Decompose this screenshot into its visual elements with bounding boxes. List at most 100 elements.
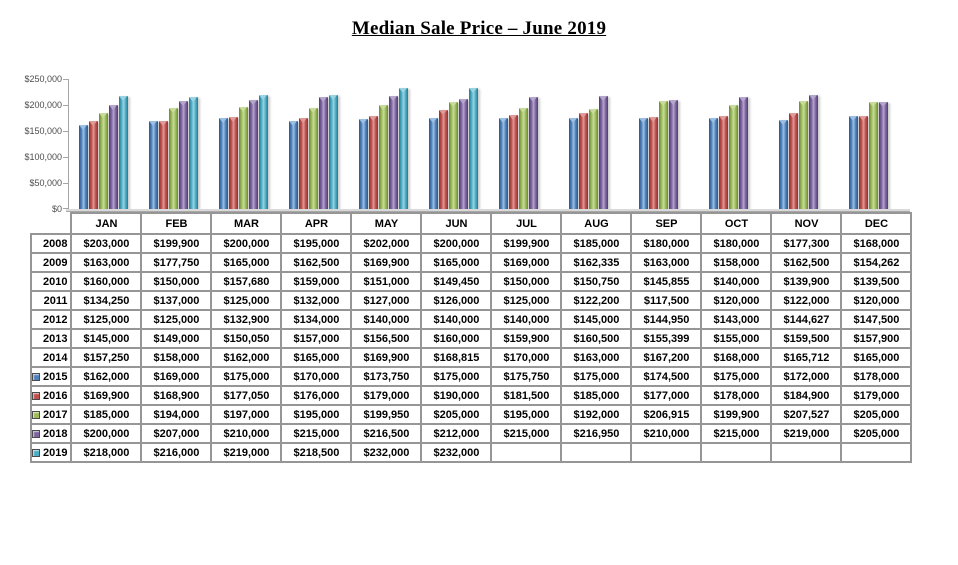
year-cell-2009: 2009: [29, 252, 73, 273]
value-cell-2017-sep: $206,915: [630, 404, 703, 425]
y-axis-tick: [63, 131, 68, 132]
value-cell-2015-apr: $170,000: [280, 366, 353, 387]
bar-cap: [729, 105, 737, 111]
bar-2019-mar: [259, 95, 268, 209]
table-row-2012: 2012 $125,000 $125,000 $132,900 $134,000 $140…: [29, 309, 913, 330]
bar-slot: [469, 79, 479, 209]
value-cell-2016-jun: $190,000: [420, 385, 493, 406]
bar-cap: [329, 95, 337, 101]
bar-cap: [669, 99, 677, 105]
series-legend-key-2015: [32, 372, 40, 381]
value-cell-2010-aug: $150,750: [560, 271, 633, 292]
year-label: 2017: [43, 408, 68, 421]
y-axis-label: $250,000: [24, 74, 62, 84]
value-cell-2015-sep: $174,500: [630, 366, 703, 387]
value-cell-2014-may: $169,900: [350, 347, 423, 368]
value-cell-2009-nov: $162,500: [770, 252, 843, 273]
column-header-sep: SEP: [630, 212, 703, 235]
year-label: 2016: [43, 389, 68, 402]
bar-slot: [229, 79, 239, 209]
value-cell-2017-aug: $192,000: [560, 404, 633, 425]
bar-2018-dec: [879, 102, 888, 209]
bar-cap: [159, 121, 167, 127]
year-cell-2019: 2019: [29, 442, 73, 463]
value-cell-2019-jan: $218,000: [70, 442, 143, 463]
value-cell-2018-may: $216,500: [350, 423, 423, 444]
bar-slot: [599, 79, 609, 209]
value-cell-2009-mar: $165,000: [210, 252, 283, 273]
value-cell-2012-jun: $140,000: [420, 309, 493, 330]
year-label: 2015: [43, 370, 68, 383]
bar-group-dec: [839, 79, 909, 209]
column-header-mar: MAR: [210, 212, 283, 235]
value-cell-2012-sep: $144,950: [630, 309, 703, 330]
bar-2015-mar: [219, 118, 228, 209]
value-cell-2016-nov: $184,900: [770, 385, 843, 406]
bar-slot: [459, 79, 469, 209]
bar-group-jan: [69, 79, 139, 209]
bar-slot: [679, 79, 689, 209]
bar-cap: [639, 118, 647, 124]
series-legend-key-2017: [32, 410, 40, 419]
value-cell-2011-aug: $122,200: [560, 290, 633, 311]
bar-2016-feb: [159, 121, 168, 209]
value-cell-2019-mar: $219,000: [210, 442, 283, 463]
bar-cap: [499, 117, 507, 123]
value-cell-2009-apr: $162,500: [280, 252, 353, 273]
bar-2017-sep: [659, 101, 668, 209]
column-header-may: MAY: [350, 212, 423, 235]
value-cell-2012-nov: $144,627: [770, 309, 843, 330]
bar-slot: [169, 79, 179, 209]
column-header-oct: OCT: [700, 212, 773, 235]
bar-slot: [189, 79, 199, 209]
bar-cap: [659, 101, 667, 107]
bar-slot: [519, 79, 529, 209]
value-cell-2011-feb: $137,000: [140, 290, 213, 311]
year-label: 2009: [43, 256, 68, 269]
value-cell-2008-dec: $168,000: [840, 233, 913, 254]
value-cell-2008-nov: $177,300: [770, 233, 843, 254]
bar-cap: [309, 107, 317, 113]
value-cell-2009-may: $169,900: [350, 252, 423, 273]
y-axis-label: $0: [51, 204, 62, 214]
bar-slot: [369, 79, 379, 209]
bar-slot: [509, 79, 519, 209]
value-cell-2011-sep: $117,500: [630, 290, 703, 311]
value-cell-2016-jul: $181,500: [490, 385, 563, 406]
bar-cap: [439, 110, 447, 116]
value-cell-2017-apr: $195,000: [280, 404, 353, 425]
bar-2015-apr: [289, 120, 298, 209]
bar-cap: [459, 98, 467, 104]
year-label: 2011: [43, 294, 68, 307]
bar-2018-sep: [669, 99, 678, 209]
year-cell-2012: 2012: [29, 309, 73, 330]
value-cell-2012-oct: $143,000: [700, 309, 773, 330]
value-cell-2013-dec: $157,900: [840, 328, 913, 349]
bar-cap: [649, 117, 657, 122]
bar-2018-may: [389, 96, 398, 209]
value-cell-2012-dec: $147,500: [840, 309, 913, 330]
bar-group-jun: [419, 79, 489, 209]
value-cell-2014-aug: $163,000: [560, 347, 633, 368]
bar-2018-apr: [319, 97, 328, 209]
bar-cap: [719, 116, 727, 122]
bar-cap: [879, 102, 887, 108]
value-cell-2016-mar: $177,050: [210, 385, 283, 406]
bar-cap: [859, 115, 867, 121]
value-cell-2010-oct: $140,000: [700, 271, 773, 292]
bar-slot: [499, 79, 509, 209]
value-cell-2011-apr: $132,000: [280, 290, 353, 311]
y-axis-label: $50,000: [29, 178, 62, 188]
value-cell-2012-may: $140,000: [350, 309, 423, 330]
value-cell-2017-feb: $194,000: [140, 404, 213, 425]
value-cell-2013-sep: $155,399: [630, 328, 703, 349]
bar-cap: [149, 121, 157, 127]
bar-2018-oct: [739, 97, 748, 209]
bar-2017-oct: [729, 105, 738, 209]
value-cell-2012-jul: $140,000: [490, 309, 563, 330]
column-header-jun: JUN: [420, 212, 493, 235]
bar-2016-aug: [579, 112, 588, 209]
bar-cap: [519, 107, 527, 113]
value-cell-2013-jul: $159,900: [490, 328, 563, 349]
